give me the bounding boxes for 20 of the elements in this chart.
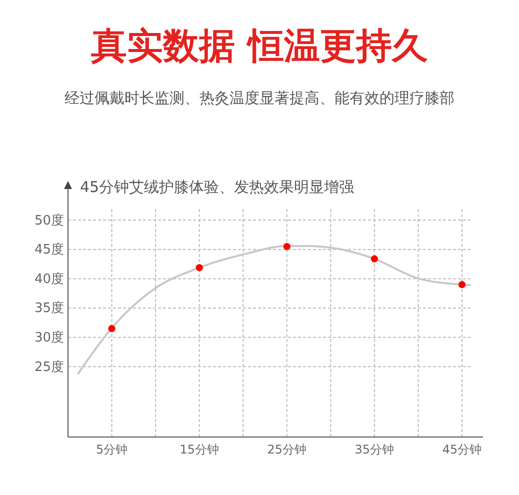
- point: [108, 325, 116, 332]
- y-tick-label: 30度: [34, 330, 64, 346]
- y-tick-label: 45度: [34, 242, 64, 258]
- point: [196, 264, 203, 272]
- line-series: [76, 244, 472, 376]
- x-tick-label: 15分钟: [180, 442, 219, 457]
- y-tick-label: 25度: [34, 358, 64, 375]
- point: [283, 242, 290, 250]
- x-tick-label: 35分钟: [354, 442, 394, 457]
- y-tick-label: 40度: [34, 270, 64, 287]
- point: [370, 255, 378, 262]
- x-tick-label: 5分钟: [96, 442, 128, 457]
- x-tick-label: 45分钟: [442, 442, 482, 457]
- chart-title: 真实数据 恒温更持久: [90, 26, 428, 67]
- point: [458, 281, 466, 288]
- annotation: 45分钟艾绒护膝体验、发热效果明显增强: [80, 178, 354, 196]
- chart-subtitle: 经过佩戴时长监测、热灸温度显著提高、能有效的理疗膝部: [64, 89, 454, 107]
- y-tick-label: 50度: [34, 212, 64, 228]
- y-tick-label: 35度: [34, 300, 64, 316]
- x-tick-label: 25分钟: [267, 442, 307, 457]
